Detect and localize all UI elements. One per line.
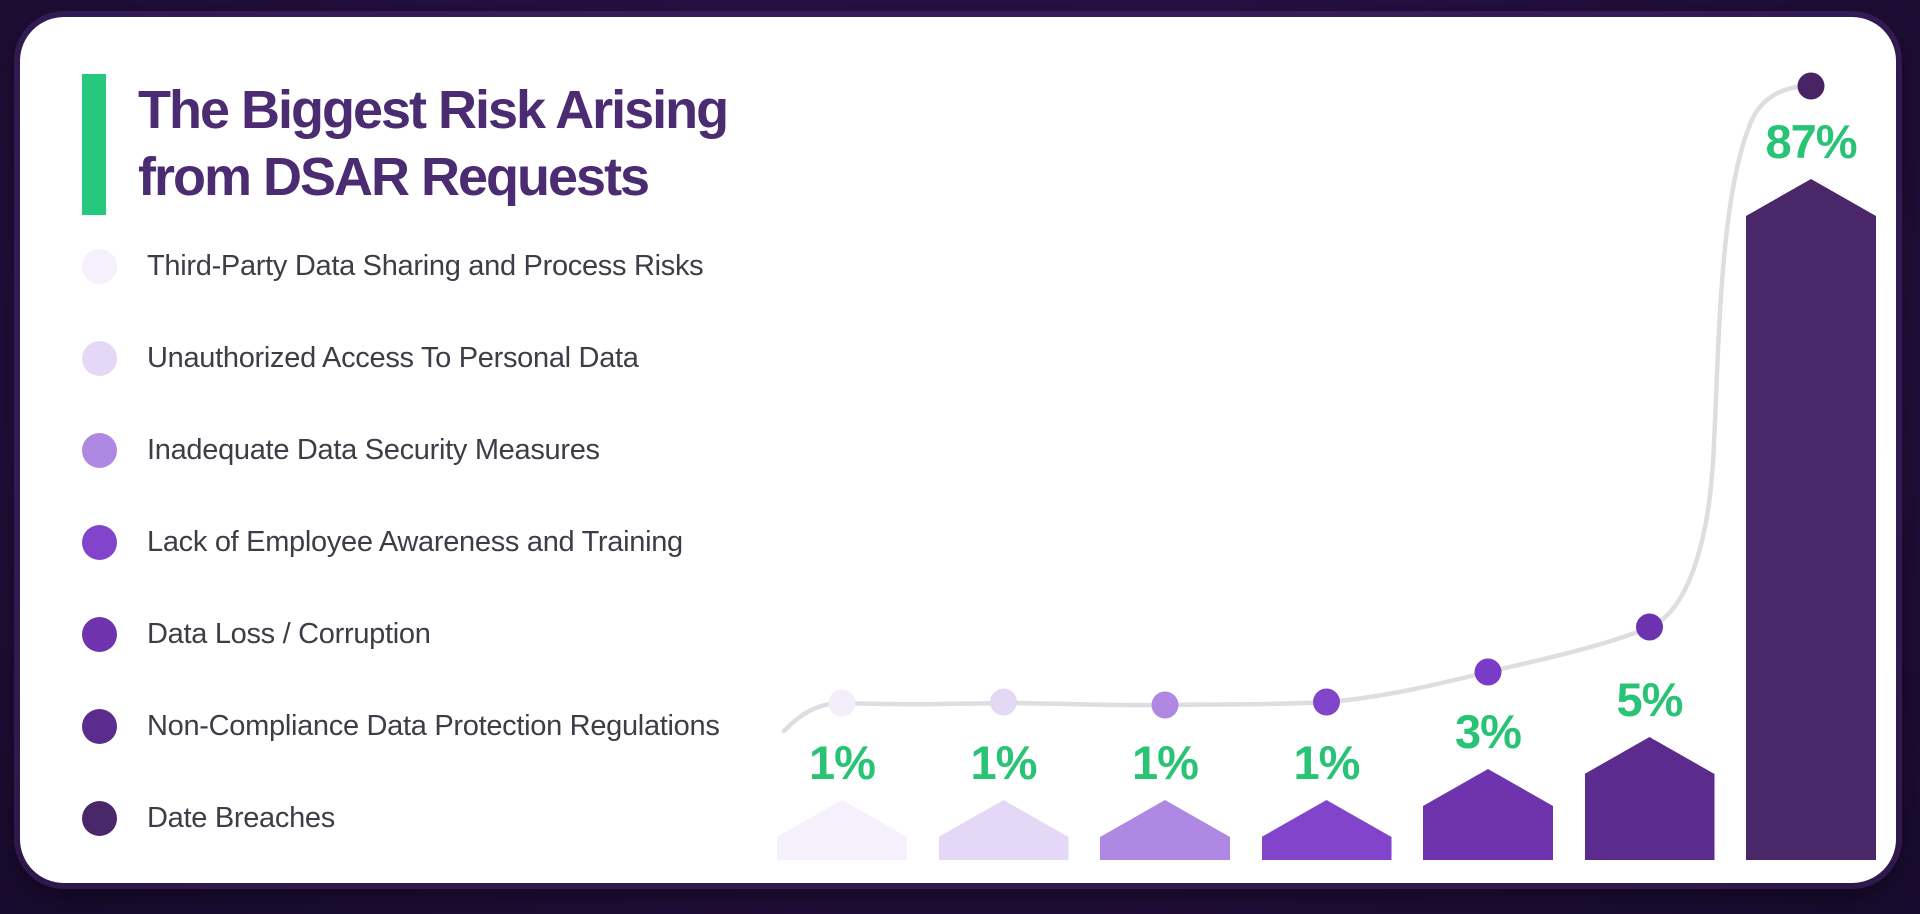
legend-item-label: Date Breaches	[147, 801, 335, 834]
trend-curve-dot	[990, 688, 1017, 716]
legend-item-label: Non-Compliance Data Protection Regulatio…	[147, 709, 720, 742]
legend-dot-icon	[82, 708, 117, 744]
legend-dot-icon	[82, 340, 117, 376]
legend-item: Non-Compliance Data Protection Regulatio…	[82, 680, 720, 772]
legend-dot-icon	[82, 524, 117, 560]
infographic-card: The Biggest Risk Arising from DSAR Reque…	[20, 17, 1896, 883]
bar-value-label: 5%	[1616, 673, 1684, 726]
trend-curve-dot	[1636, 613, 1663, 641]
legend-item-label: Lack of Employee Awareness and Training	[147, 525, 683, 558]
legend-item: Inadequate Data Security Measures	[82, 404, 720, 496]
bar-value-label: 1%	[970, 736, 1038, 789]
bar-value-label: 1%	[1293, 736, 1361, 789]
trend-curve-dot	[1474, 658, 1502, 686]
bar-value-label: 1%	[809, 736, 876, 789]
page-title-line2: from DSAR Requests	[138, 147, 650, 207]
legend-item: Unauthorized Access To Personal Data	[82, 312, 720, 404]
legend-dot-icon	[82, 800, 117, 836]
bar-chart: 1% 1% 1% 1% 3% 5% 87%	[20, 17, 1896, 883]
legend-item-label: Third-Party Data Sharing and Process Ris…	[147, 249, 704, 282]
trend-curve-dot	[1313, 688, 1340, 716]
bar-3	[1100, 800, 1230, 860]
legend-item: Date Breaches	[82, 772, 720, 864]
trend-curve-dot	[828, 689, 856, 717]
legend-item-label: Data Loss / Corruption	[147, 617, 431, 650]
bar-7	[1746, 179, 1876, 860]
bar-value-label: 1%	[1132, 736, 1199, 789]
trend-curve-dot	[1797, 72, 1825, 100]
legend: Third-Party Data Sharing and Process Ris…	[82, 220, 720, 864]
legend-item-label: Unauthorized Access To Personal Data	[147, 341, 639, 374]
bar-4	[1261, 800, 1392, 860]
trend-curve-line	[781, 83, 1814, 734]
legend-item: Lack of Employee Awareness and Training	[82, 496, 720, 588]
legend-dot-icon	[82, 248, 117, 284]
bar-value-label: 87%	[1765, 115, 1857, 168]
legend-item-label: Inadequate Data Security Measures	[147, 433, 600, 466]
title-accent-bar	[82, 74, 106, 215]
trend-curve-dot	[1151, 691, 1179, 719]
legend-item: Third-Party Data Sharing and Process Ris…	[82, 220, 720, 312]
page-title: The Biggest Risk Arising from DSAR Reque…	[138, 77, 729, 211]
legend-dot-icon	[82, 616, 117, 652]
legend-dot-icon	[82, 432, 117, 468]
bar-value-label: 3%	[1455, 705, 1522, 758]
bar-1	[777, 800, 907, 860]
page-title-line1: The Biggest Risk Arising	[138, 80, 729, 140]
legend-item: Data Loss / Corruption	[82, 588, 720, 680]
bar-6	[1584, 737, 1715, 860]
bar-5	[1423, 769, 1553, 860]
bar-2	[938, 800, 1069, 860]
